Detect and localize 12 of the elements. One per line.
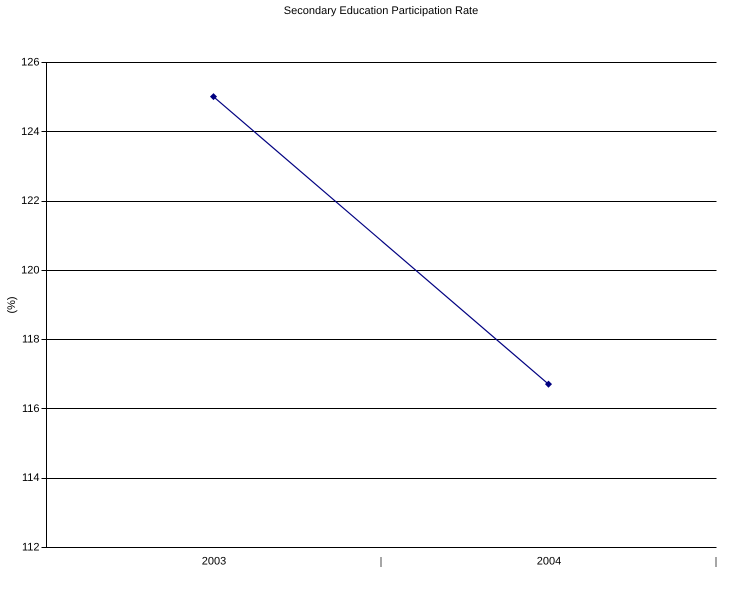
y-tick-label: 112 bbox=[22, 542, 40, 554]
y-tick-label: 118 bbox=[22, 334, 40, 346]
y-tick-label: 116 bbox=[22, 402, 40, 415]
x-tick-label: 2003 bbox=[202, 556, 226, 568]
y-tick-label: 126 bbox=[21, 56, 40, 68]
y-axis-title: (%) bbox=[6, 296, 18, 314]
chart-title: Secondary Education Participation Rate bbox=[284, 5, 478, 17]
y-tick-label: 120 bbox=[21, 264, 40, 276]
y-tick-label: 122 bbox=[21, 195, 40, 208]
y-tick-label: 124 bbox=[21, 126, 40, 138]
y-tick-label: 114 bbox=[22, 472, 40, 484]
x-tick-label: 2004 bbox=[536, 556, 562, 568]
